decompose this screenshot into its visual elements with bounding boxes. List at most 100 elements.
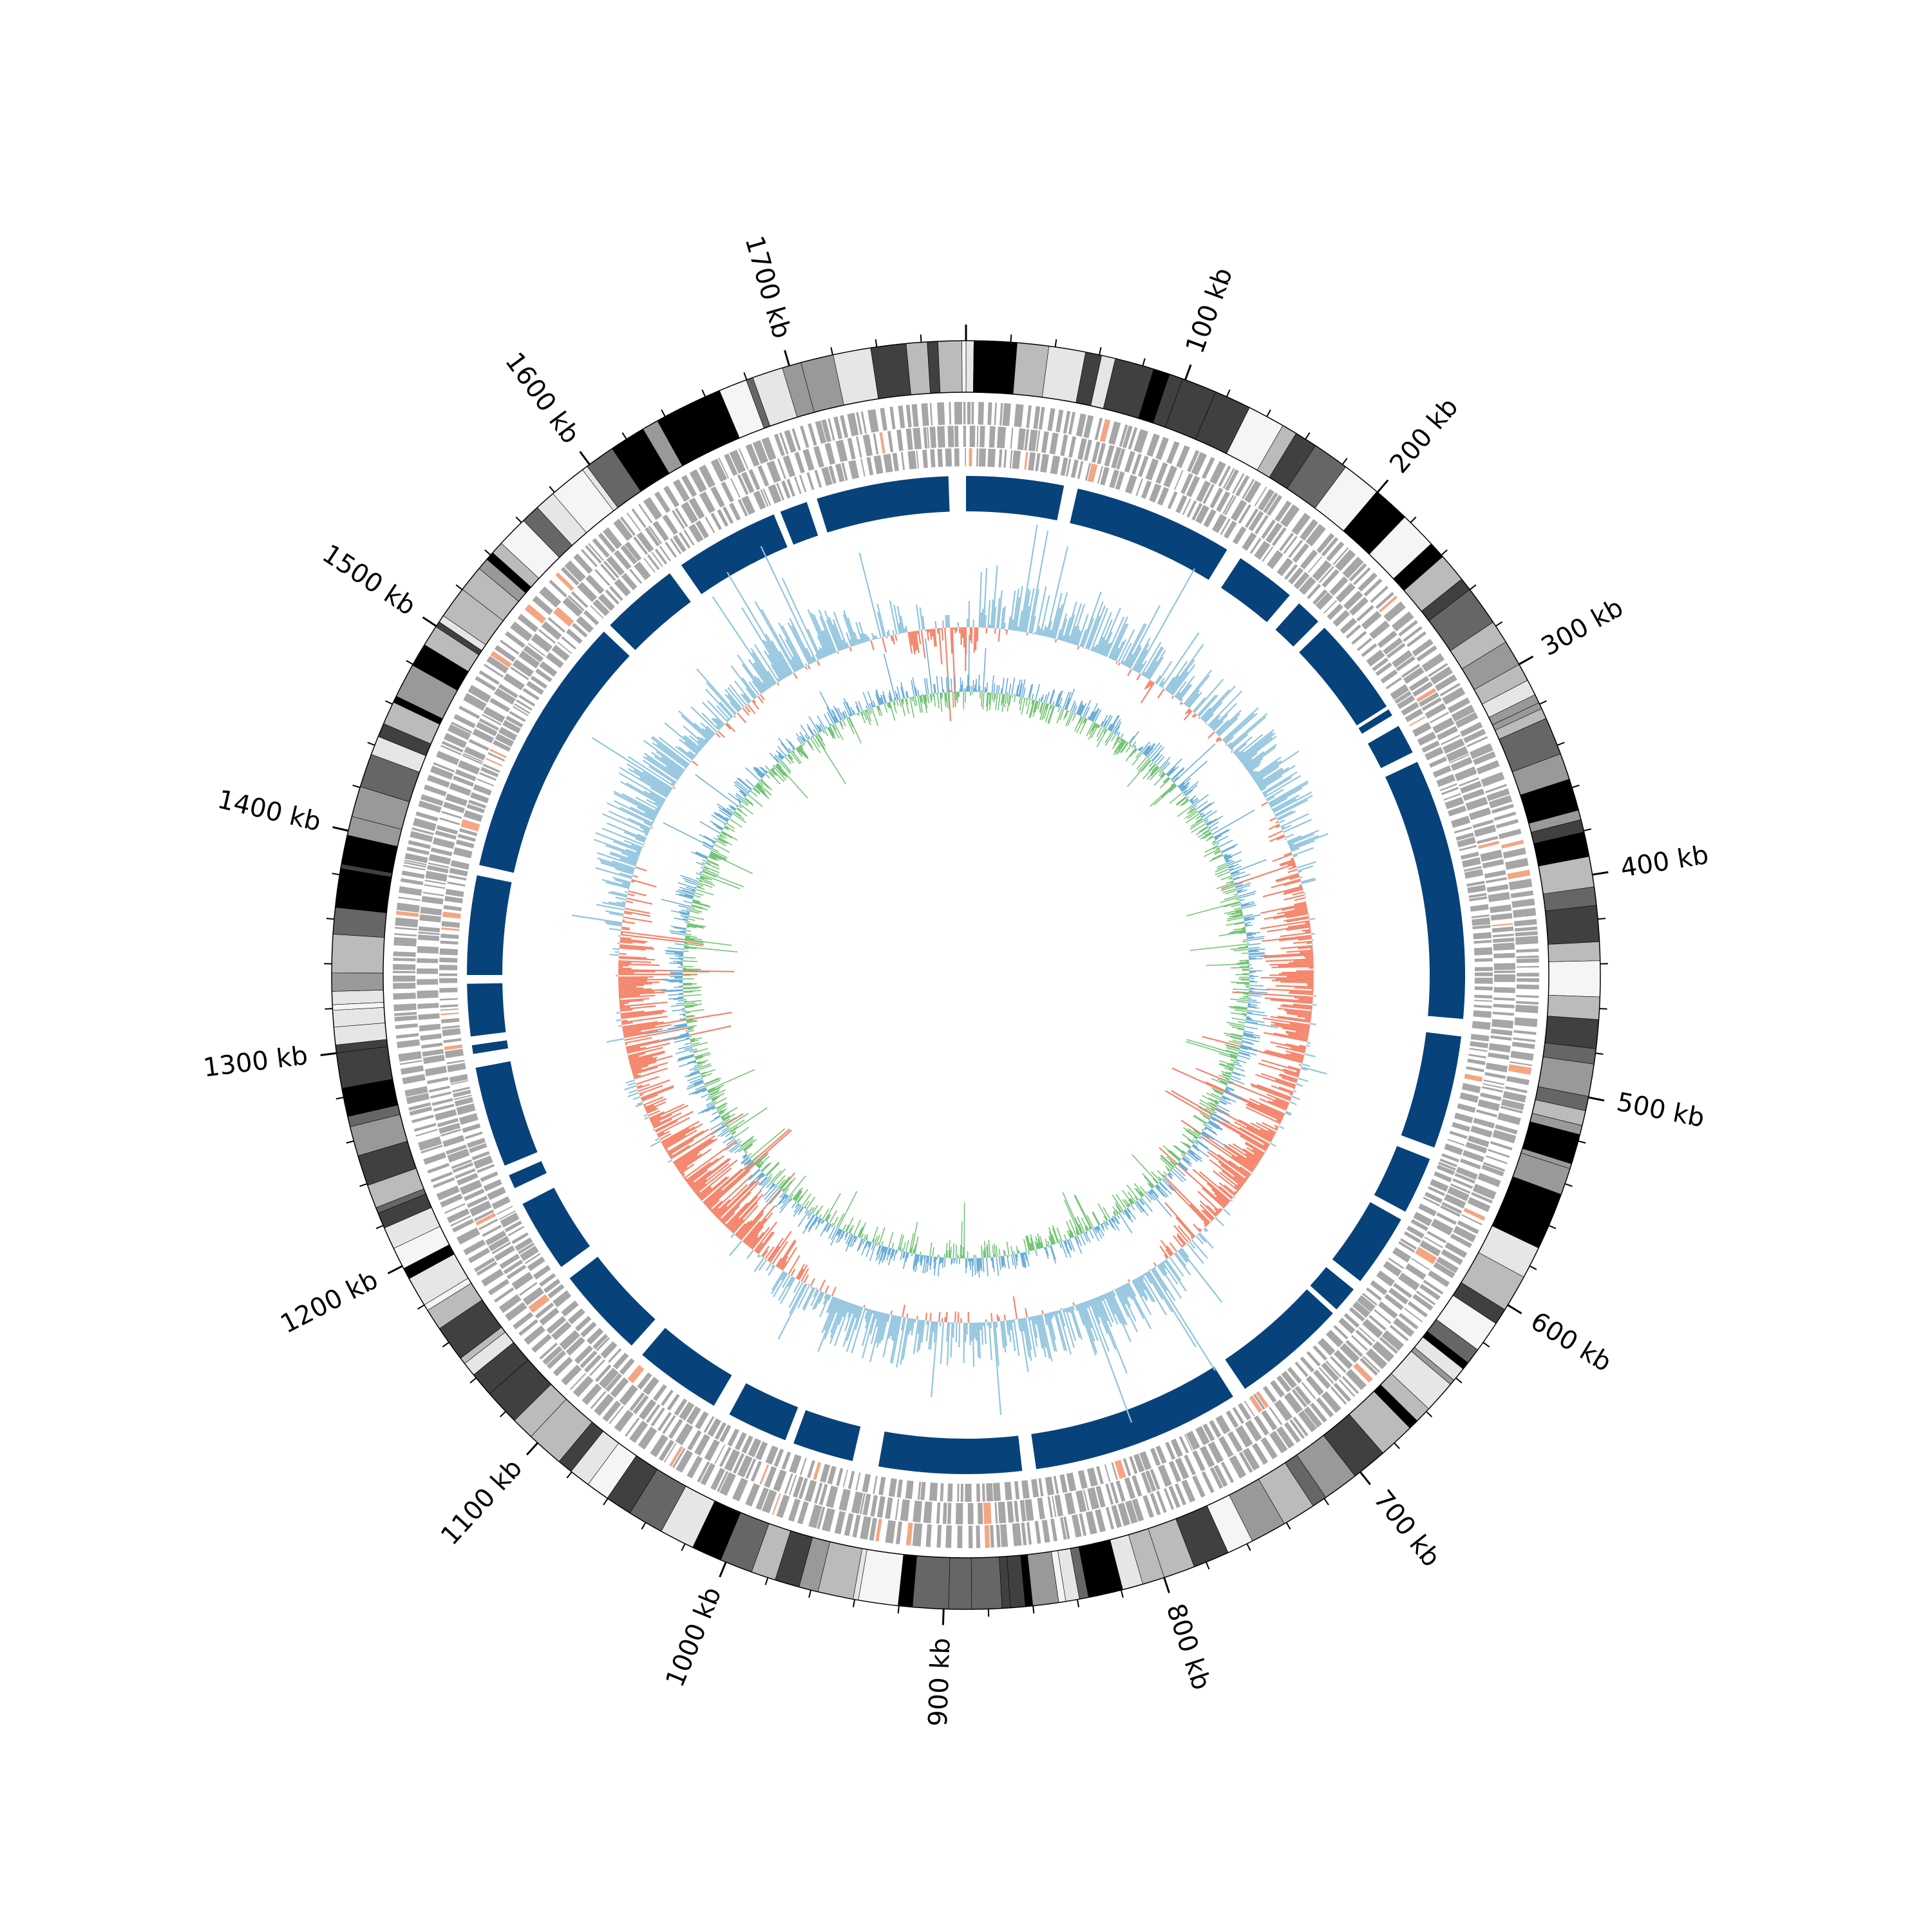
gene-feature xyxy=(718,457,730,478)
gc-content-bar xyxy=(902,1251,905,1258)
gc-content-bar xyxy=(1221,1072,1231,1077)
gene-feature xyxy=(867,409,879,433)
gene-feature xyxy=(511,1271,534,1291)
gc-content-bar xyxy=(1052,1225,1059,1244)
gc-skew-bar xyxy=(833,611,848,649)
gc-content-bar xyxy=(1242,1034,1256,1039)
gc-content-bar xyxy=(749,1168,760,1179)
gc-skew-bar xyxy=(1247,1103,1283,1121)
gc-content-bar xyxy=(919,1255,922,1262)
gene-feature xyxy=(808,423,817,446)
gc-content-bar xyxy=(743,1139,757,1151)
gc-content-bar xyxy=(1218,931,1246,936)
minor-tick xyxy=(764,1577,769,1586)
gene-feature xyxy=(1269,1430,1288,1454)
gc-content-bar xyxy=(802,743,805,746)
gene-feature xyxy=(1262,546,1274,562)
gc-skew-bar xyxy=(618,956,647,959)
gc-content-bar xyxy=(1139,746,1143,752)
gene-feature xyxy=(1010,427,1014,450)
gene-feature xyxy=(1482,1083,1504,1089)
gc-content-bar xyxy=(734,811,744,820)
gene-feature xyxy=(1179,1435,1189,1454)
gc-content-bar xyxy=(1116,1214,1120,1219)
gene-feature xyxy=(457,760,480,775)
gc-skew-bar xyxy=(832,619,846,650)
gc-content-bar xyxy=(712,1098,717,1102)
gc-skew-bar xyxy=(802,1287,815,1311)
gc-content-bar xyxy=(864,1240,869,1249)
gc-skew-bar xyxy=(1258,764,1296,789)
gc-skew-bar xyxy=(1265,788,1284,800)
gc-skew-bar xyxy=(678,746,694,759)
gc-skew-bar xyxy=(629,1056,653,1064)
gc-content-bar xyxy=(775,764,787,777)
gene-feature xyxy=(1238,1452,1253,1473)
gc-content-bar xyxy=(833,716,838,723)
gene-feature xyxy=(1397,695,1416,710)
gc-content-bar xyxy=(668,997,684,1000)
gc-content-bar xyxy=(1021,1253,1026,1269)
gc-skew-bar xyxy=(1000,607,1005,629)
gc-skew-bar xyxy=(946,1322,949,1342)
gene-feature xyxy=(862,1473,871,1493)
gene-feature xyxy=(694,1434,710,1456)
gene-feature xyxy=(873,455,884,475)
gene-feature xyxy=(670,538,682,554)
gc-skew-bar xyxy=(1048,1312,1056,1341)
gc-content-bar xyxy=(697,885,702,888)
gc-content-bar xyxy=(699,876,705,880)
gene-feature xyxy=(605,589,620,605)
gc-skew-bar xyxy=(643,752,681,779)
gene-feature xyxy=(574,1316,592,1332)
gc-skew-bar xyxy=(1303,892,1306,895)
gc-skew-bar xyxy=(635,1103,643,1108)
gene-feature xyxy=(1047,408,1056,431)
gc-content-bar xyxy=(690,1070,700,1075)
gene-feature xyxy=(412,817,437,831)
gene-feature xyxy=(427,1162,450,1174)
gene-feature xyxy=(1483,1162,1506,1172)
gene-feature xyxy=(686,1406,701,1425)
gc-content-bar xyxy=(1088,723,1097,740)
gc-content-bar xyxy=(1133,1183,1145,1196)
gene-feature xyxy=(873,433,879,455)
gene-feature xyxy=(794,476,802,495)
gc-content-bar xyxy=(1223,902,1240,907)
gc-skew-bar xyxy=(1141,1274,1144,1280)
gc-content-bar xyxy=(1074,715,1082,732)
gc-skew-bar xyxy=(1103,643,1110,656)
gene-feature xyxy=(477,778,495,787)
gc-skew-bar xyxy=(789,1283,806,1314)
gc-skew-bar xyxy=(767,670,777,685)
gc-skew-bar xyxy=(651,752,683,775)
gc-skew-bar xyxy=(1193,714,1197,718)
gc-content-bar xyxy=(689,1066,699,1071)
gene-feature xyxy=(717,1470,729,1492)
gc-content-bar xyxy=(1067,712,1074,726)
gc-skew-bar xyxy=(621,926,630,929)
gene-feature xyxy=(1513,919,1537,927)
gc-skew-bar xyxy=(635,866,647,872)
syntenic-block xyxy=(1031,1367,1233,1470)
gc-content-bar xyxy=(1056,690,1063,707)
gc-content-bar xyxy=(1150,1189,1153,1194)
gene-feature xyxy=(453,714,476,728)
gene-feature xyxy=(1486,1062,1508,1073)
gc-skew-bar xyxy=(1287,868,1298,873)
gc-content-bar xyxy=(1171,767,1185,781)
gene-feature xyxy=(614,1409,634,1432)
gene-feature xyxy=(449,1074,468,1083)
gene-feature xyxy=(439,998,458,1001)
gene-feature xyxy=(404,1086,428,1097)
gene-feature xyxy=(1156,1490,1167,1513)
gc-content-bar xyxy=(744,798,754,806)
gc-content-bar xyxy=(1202,1115,1210,1121)
gc-skew-bar xyxy=(652,1121,661,1126)
gc-content-bar xyxy=(1122,1189,1133,1205)
minor-tick xyxy=(442,1341,450,1348)
gc-content-bar xyxy=(824,729,829,737)
gc-content-bar xyxy=(1210,1092,1222,1099)
gc-skew-bar xyxy=(1179,1248,1223,1303)
minor-tick xyxy=(1032,1605,1035,1614)
